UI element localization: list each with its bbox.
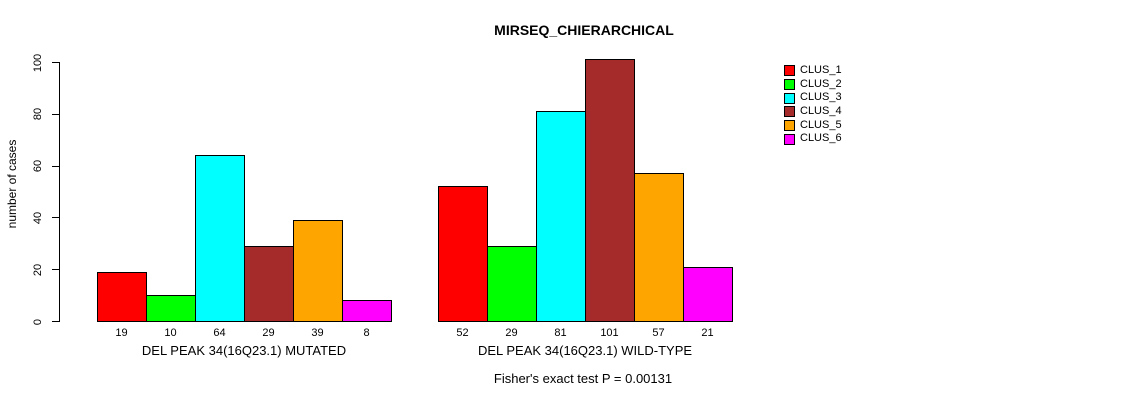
bar-value-label: 19	[115, 327, 128, 339]
bar	[342, 300, 392, 322]
bar-value-label: 39	[311, 327, 324, 339]
legend-swatch	[784, 120, 795, 132]
bar-value-label: 29	[505, 327, 518, 339]
legend-label: CLUS_2	[800, 77, 842, 90]
bar	[536, 111, 586, 322]
bar	[195, 155, 245, 322]
legend-label: CLUS_5	[800, 118, 842, 131]
bar	[487, 246, 537, 322]
bar-value-label: 101	[600, 327, 619, 339]
legend-label: CLUS_6	[800, 132, 842, 145]
bar	[634, 173, 684, 322]
bar	[293, 220, 343, 322]
legend-swatch	[784, 79, 795, 91]
bar-value-label: 81	[554, 327, 567, 339]
x-group-label: DEL PEAK 34(16Q23.1) MUTATED	[141, 343, 347, 358]
y-tick-label: 80	[32, 108, 44, 121]
legend-item: CLUS_5	[784, 119, 842, 133]
bar	[585, 59, 635, 322]
y-tick	[52, 321, 59, 322]
x-group-label: DEL PEAK 34(16Q23.1) WILD-TYPE	[477, 343, 693, 358]
bar	[683, 267, 733, 322]
y-tick	[52, 217, 59, 219]
legend-item: CLUS_6	[784, 132, 842, 146]
bar	[244, 246, 294, 322]
legend-item: CLUS_3	[784, 91, 842, 105]
legend-item: CLUS_4	[784, 105, 842, 119]
y-tick-label: 20	[32, 263, 44, 276]
y-tick-label: 0	[32, 318, 44, 325]
bar-value-label: 57	[652, 327, 665, 339]
legend: CLUS_1 CLUS_2 CLUS_3 CLUS_4 CLUS_5 CLUS_6	[784, 64, 842, 146]
legend-swatch	[784, 92, 795, 104]
bar-value-label: 29	[262, 327, 275, 339]
stat-caption: Fisher's exact test P = 0.00131	[493, 371, 673, 386]
legend-swatch	[784, 106, 795, 118]
y-tick-label: 100	[32, 53, 44, 72]
bar	[97, 272, 147, 322]
bar-value-label: 8	[363, 327, 370, 339]
legend-label: CLUS_1	[800, 64, 842, 76]
legend-swatch	[784, 65, 795, 77]
y-tick-label: 40	[32, 211, 44, 225]
bar-value-label: 21	[701, 327, 714, 339]
bar-value-label: 64	[213, 327, 226, 339]
legend-item: CLUS_1	[784, 64, 842, 78]
y-tick	[52, 62, 59, 63]
bar-value-label: 52	[456, 327, 469, 339]
chart-title: MIRSEQ_CHIERARCHICAL	[494, 22, 674, 38]
legend-label: CLUS_4	[800, 105, 842, 118]
y-axis-line	[59, 62, 60, 322]
legend-swatch	[784, 133, 795, 145]
legend-item: CLUS_2	[784, 78, 842, 92]
y-tick	[52, 165, 59, 167]
bar	[438, 186, 488, 322]
bar	[146, 295, 196, 322]
legend-label: CLUS_3	[800, 91, 842, 104]
y-tick	[52, 113, 59, 115]
y-tick	[52, 269, 59, 271]
bar-value-label: 10	[164, 327, 177, 339]
y-tick-label: 60	[32, 159, 44, 173]
